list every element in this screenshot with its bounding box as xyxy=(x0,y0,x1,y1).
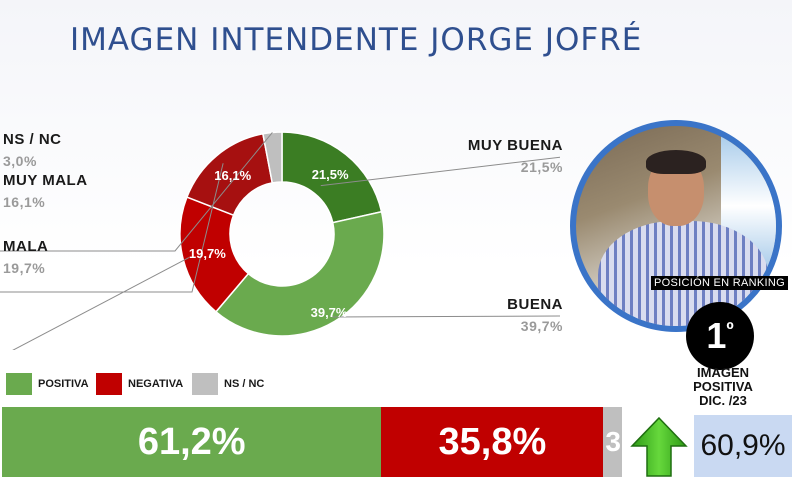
donut-slice-ns-nc xyxy=(262,131,283,184)
ranking-caption-line2: POSITIVA xyxy=(693,379,753,394)
previous-value-box: 60,9% xyxy=(694,415,792,477)
slice-label-muy-buena: 21,5% xyxy=(312,167,349,182)
legend-label-negativa: NEGATIVA xyxy=(128,378,184,390)
donut-chart: 21,5% 39,7% 19,7% 16,1% xyxy=(0,131,560,350)
stacked-bar: 61,2%35,8%3,0% xyxy=(2,407,622,477)
callout-name-mala: MALA xyxy=(3,238,49,255)
callout-name-buena: BUENA xyxy=(507,296,563,313)
ranking-caption-line3: DIC. /23 xyxy=(699,393,747,408)
photo-hair xyxy=(646,150,706,174)
ranking-caption: IMAGEN POSITIVA DIC. /23 xyxy=(678,366,768,408)
leader-line-buena xyxy=(332,315,560,318)
mayor-photo xyxy=(570,120,782,332)
callout-name-muy-buena: MUY BUENA xyxy=(467,137,563,154)
legend-swatch-negativa xyxy=(96,373,122,395)
legend-label-positiva: POSITIVA xyxy=(38,378,89,390)
leader-line-mala xyxy=(12,257,190,350)
callout-value-buena: 39,7% xyxy=(520,318,563,334)
callout-value-muy-mala: 16,1% xyxy=(3,194,46,210)
legend-item-ns-nc: NS / NC xyxy=(192,373,264,395)
legend-swatch-ns-nc xyxy=(192,373,218,395)
leader-line-muy-buena xyxy=(320,156,560,187)
slice-label-buena: 39,7% xyxy=(311,305,348,320)
up-arrow-icon xyxy=(630,416,688,477)
slice-label-muy-mala: 16,1% xyxy=(214,168,251,183)
legend-label-ns-nc: NS / NC xyxy=(224,378,265,390)
photo-shirt xyxy=(598,221,768,326)
bar-segment-positiva: 61,2% xyxy=(2,407,382,477)
ranking-label: POSICIÓN EN RANKING xyxy=(651,276,788,290)
donut-slice-muy-buena xyxy=(281,131,383,224)
callout-value-mala: 19,7% xyxy=(3,260,46,276)
legend-item-negativa: NEGATIVA xyxy=(96,373,183,395)
callout-name-muy-mala: MUY MALA xyxy=(3,172,88,189)
bar-segment-negativa: 35,8% xyxy=(381,407,604,477)
slice-label-mala: 19,7% xyxy=(189,246,226,261)
ranking-caption-line1: IMAGEN xyxy=(697,365,749,380)
bar-segment-ns-nc: 3,0% xyxy=(603,407,622,477)
ranking-position-suffix: º xyxy=(726,318,734,341)
legend-item-positiva: POSITIVA xyxy=(6,373,89,395)
page-title: IMAGEN INTENDENTE JORGE JOFRÉ xyxy=(70,22,643,58)
callout-value-muy-buena: 21,5% xyxy=(520,159,563,175)
callout-name-ns-nc: NS / NC xyxy=(3,131,62,148)
ranking-position: 1 xyxy=(706,315,727,356)
callout-value-ns-nc: 3,0% xyxy=(3,153,37,169)
donut-slice-buena xyxy=(214,210,385,337)
leader-line-ns-nc xyxy=(0,132,273,252)
leader-line-muy-mala xyxy=(0,163,224,293)
legend-swatch-positiva xyxy=(6,373,32,395)
